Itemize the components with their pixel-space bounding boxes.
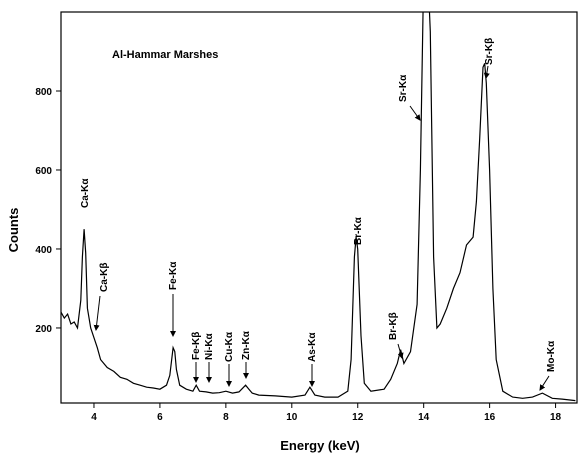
peak-label: Ca-Kα: [80, 178, 91, 208]
peak-arrow: [93, 295, 101, 331]
y-tick-label: 200: [35, 324, 52, 335]
y-tick-label: 400: [35, 245, 52, 256]
peak-label: Br-Kβ: [388, 312, 399, 340]
plot-frame: [60, 11, 578, 404]
peak-label: Ni-Kα: [204, 332, 215, 360]
x-tick-label: 18: [550, 412, 562, 423]
y-axis-label: Counts: [6, 208, 21, 253]
peak-label: Ca-Kβ: [99, 263, 110, 292]
x-tick-label: 4: [91, 412, 97, 423]
peak-label: Sr-Kα: [398, 74, 409, 102]
peak-arrow: [539, 375, 550, 391]
x-tick-label: 10: [286, 412, 298, 423]
x-tick-label: 6: [157, 412, 163, 423]
peak-label: Mo-Kα: [546, 340, 557, 372]
peak-label: Cu-Kα: [224, 331, 235, 362]
peak-label: Fe-Kβ: [191, 332, 202, 360]
peak-label: Fe-Kα: [168, 261, 179, 290]
peak-label: Br-Kα: [353, 216, 364, 245]
x-tick-label: 12: [352, 412, 364, 423]
peak-arrow: [397, 343, 404, 359]
peak-label: As-Kα: [307, 332, 318, 362]
chart-title: Al-Hammar Marshes: [112, 49, 218, 61]
y-tick-label: 800: [35, 87, 52, 98]
peak-label: Sr-Kβ: [484, 38, 495, 65]
x-axis-label: Energy (keV): [280, 438, 359, 453]
x-tick-label: 16: [484, 412, 496, 423]
y-tick-label: 600: [35, 166, 52, 177]
x-tick-label: 8: [223, 412, 229, 423]
peak-arrow: [409, 105, 421, 121]
peak-arrow: [483, 65, 490, 79]
spectrum-line: [61, 12, 576, 402]
x-tick-label: 14: [418, 412, 430, 423]
peak-label: Zn-Kα: [241, 330, 252, 360]
